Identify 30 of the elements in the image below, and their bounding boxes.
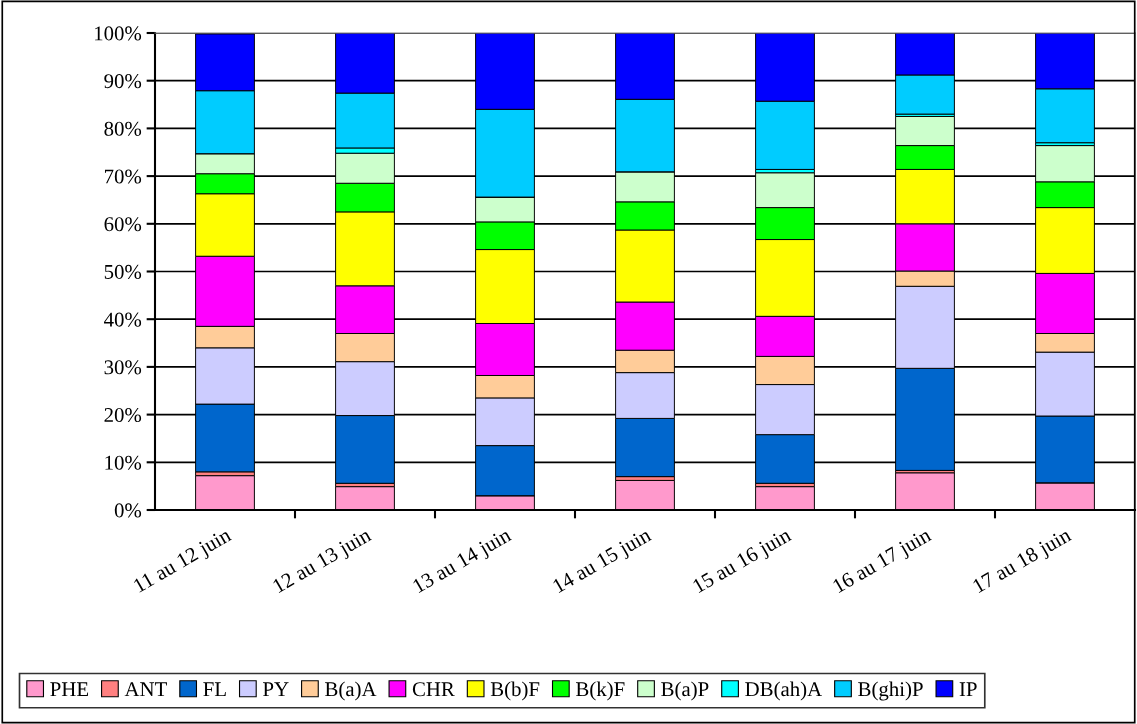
y-tick-label: 90% bbox=[104, 74, 142, 89]
x-tick-label: 14 au 15 juin bbox=[552, 527, 655, 597]
y-tick-label: 70% bbox=[104, 169, 142, 184]
y-tick-label: 40% bbox=[104, 312, 142, 327]
x-tick-label: 11 au 12 juin bbox=[132, 527, 235, 597]
legend-label: B(a)P bbox=[661, 681, 709, 701]
y-tick-label: 0% bbox=[114, 503, 142, 518]
legend-label: IP bbox=[959, 682, 977, 696]
legend-label: FL bbox=[203, 682, 226, 696]
y-tick-label: 50% bbox=[104, 264, 142, 279]
legend-label: B(b)F bbox=[490, 681, 540, 701]
y-tick-label: 10% bbox=[105, 455, 142, 470]
legend-label: B(k)F bbox=[576, 681, 625, 701]
y-tick-label: 60% bbox=[104, 217, 142, 232]
legend-label: B(ghi)P bbox=[858, 681, 923, 701]
x-tick-label: 13 au 14 juin bbox=[412, 527, 515, 597]
legend-label: ANT bbox=[124, 682, 167, 696]
x-tick-label: 16 au 17 juin bbox=[832, 527, 935, 597]
legend-label: B(a)A bbox=[325, 681, 377, 701]
x-tick-label: 17 au 18 juin bbox=[972, 527, 1075, 597]
x-tick-label: 15 au 16 juin bbox=[692, 527, 795, 597]
legend-label: PHE bbox=[50, 682, 89, 696]
y-tick-label: 100% bbox=[95, 26, 142, 41]
legend-label: DB(ah)A bbox=[745, 681, 823, 701]
x-tick-label: 12 au 13 juin bbox=[272, 527, 375, 597]
y-tick-label: 80% bbox=[104, 121, 142, 136]
y-tick-label: 30% bbox=[104, 360, 142, 375]
y-tick-label: 20% bbox=[104, 407, 142, 423]
legend-label: PY bbox=[263, 682, 289, 696]
legend-label: CHR bbox=[412, 682, 455, 697]
